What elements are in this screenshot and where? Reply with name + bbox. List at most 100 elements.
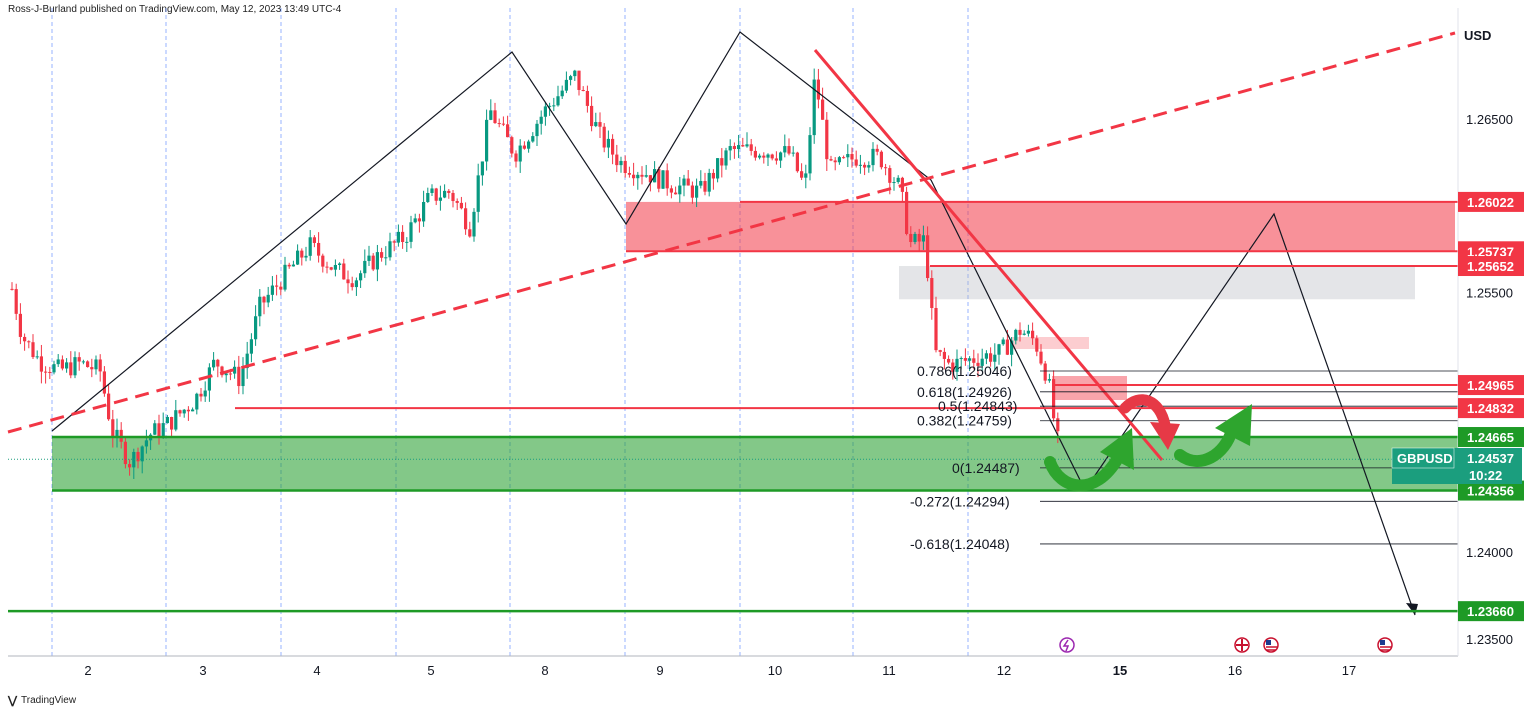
price-badge-bg [1458,256,1524,277]
candle [266,286,270,308]
publisher-caption: Ross-J-Burland published on TradingView.… [8,4,342,15]
candle [480,161,484,186]
candle-body [506,124,510,138]
candle [934,296,938,353]
candle [136,447,140,469]
candle [304,246,308,262]
candle-body [1018,329,1022,335]
candle [77,352,81,371]
candle [476,163,480,223]
time-tick-label: 5 [427,663,434,678]
candle-body [317,242,321,256]
candle [317,232,321,263]
price-tick-label: 1.24000 [1466,545,1513,560]
candle-body [510,137,514,154]
price-badge-label: 1.24356 [1467,484,1514,499]
time-tick-label: 8 [541,663,548,678]
candle [233,360,237,379]
candle-body [611,138,615,155]
candle-body [443,190,447,198]
candle [728,139,732,161]
candle-body [917,233,921,242]
price-badge-bg [1458,427,1524,448]
candle-body [262,296,266,303]
us-flag-icon[interactable] [1263,637,1279,653]
candle-body [867,165,871,168]
candle [968,356,972,371]
candle [199,387,203,402]
candle-body [304,255,308,258]
candle-body [371,255,375,270]
candle-body [770,154,774,159]
candle-body [863,164,867,168]
candle-body [648,175,652,183]
minor-supply-box [1052,376,1127,400]
candle-body [619,160,623,166]
projection-arrowhead [1406,603,1418,615]
candle [44,366,48,384]
candle-body [350,283,354,288]
candle-body [430,188,434,194]
candle [422,190,426,227]
candle-body [300,250,304,258]
candle-body [602,126,606,148]
candle-body [892,182,896,184]
candle [14,283,18,321]
candle-body [1052,379,1056,419]
candle-body [275,285,279,287]
us-flag-icon[interactable] [1377,637,1393,653]
candle-body [60,359,64,369]
price-badge-bg [1458,480,1524,501]
candle-body [396,231,400,243]
candle-body [518,145,522,162]
candle [396,224,400,247]
price-tick-label: 1.25500 [1466,285,1513,300]
price-badge-bg [1458,601,1524,622]
candle-body [266,294,270,303]
candle [35,350,39,360]
demand-zone [52,437,1458,491]
price-badge-bg [1458,375,1524,396]
uk-flag-icon[interactable] [1234,637,1250,653]
candle-body [812,79,816,136]
candle-body [934,308,938,351]
candle-body [287,264,291,267]
candle [245,341,249,379]
candle-body [522,145,526,149]
flash-icon[interactable] [1059,637,1075,653]
candle-body [224,373,228,376]
candle-body [527,141,531,149]
candle [497,118,501,128]
dashed-trendline [7,31,1456,434]
candle [430,184,434,197]
candle-body [623,160,627,174]
candle [472,208,476,242]
candle-body [35,356,39,358]
candle [875,144,879,156]
candle-body [237,366,241,387]
bullish-arrowhead [1100,428,1134,470]
candle-body [401,231,405,242]
candle-body [405,241,409,243]
candle-body [220,366,224,376]
candle [564,71,568,94]
price-badge: 1.24965 [1458,375,1524,396]
candle [539,110,543,135]
fib-label: 0.382(1.24759) [917,413,1012,429]
candle [501,116,505,127]
candle-body [997,344,1001,355]
candle-body [737,145,741,150]
candle [350,276,354,291]
candle-body [564,79,568,91]
candle [896,175,900,184]
candle [254,305,258,346]
candle [464,202,468,235]
candle-body [186,409,190,412]
candle-body [94,359,98,370]
candle-body [968,358,972,361]
candle [367,245,371,266]
candle [182,408,186,418]
candle-body [959,358,963,360]
candle-body [354,280,358,288]
